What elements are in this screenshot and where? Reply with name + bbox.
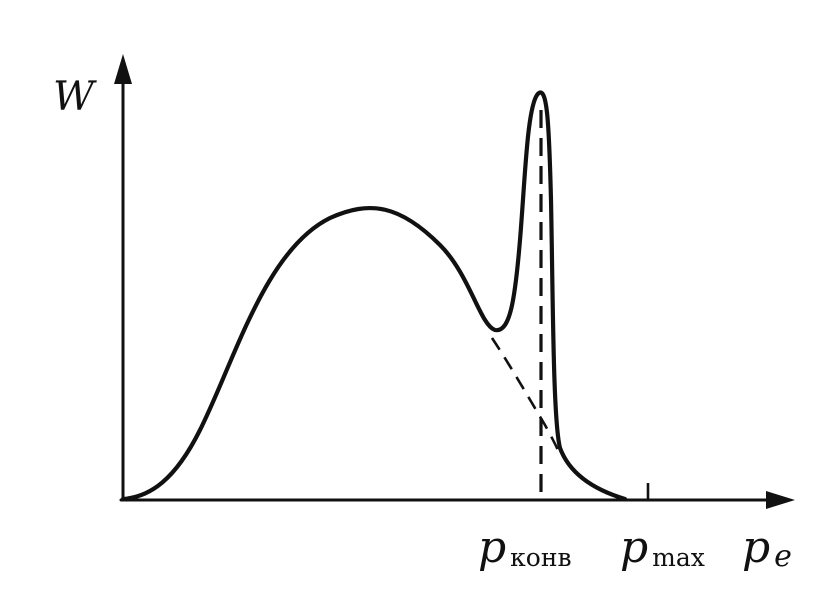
- tick-label-pmax: p max: [620, 522, 705, 573]
- x-axis-arrow-icon: [766, 491, 795, 509]
- y-axis-arrow-icon: [114, 54, 132, 84]
- tick-label-pkonv: p конв: [478, 522, 572, 573]
- background-dashed-curve: [490, 337, 562, 456]
- x-axis-label: p e: [742, 522, 792, 574]
- y-axis-label: W: [53, 74, 97, 120]
- distribution-curve: [120, 90, 628, 502]
